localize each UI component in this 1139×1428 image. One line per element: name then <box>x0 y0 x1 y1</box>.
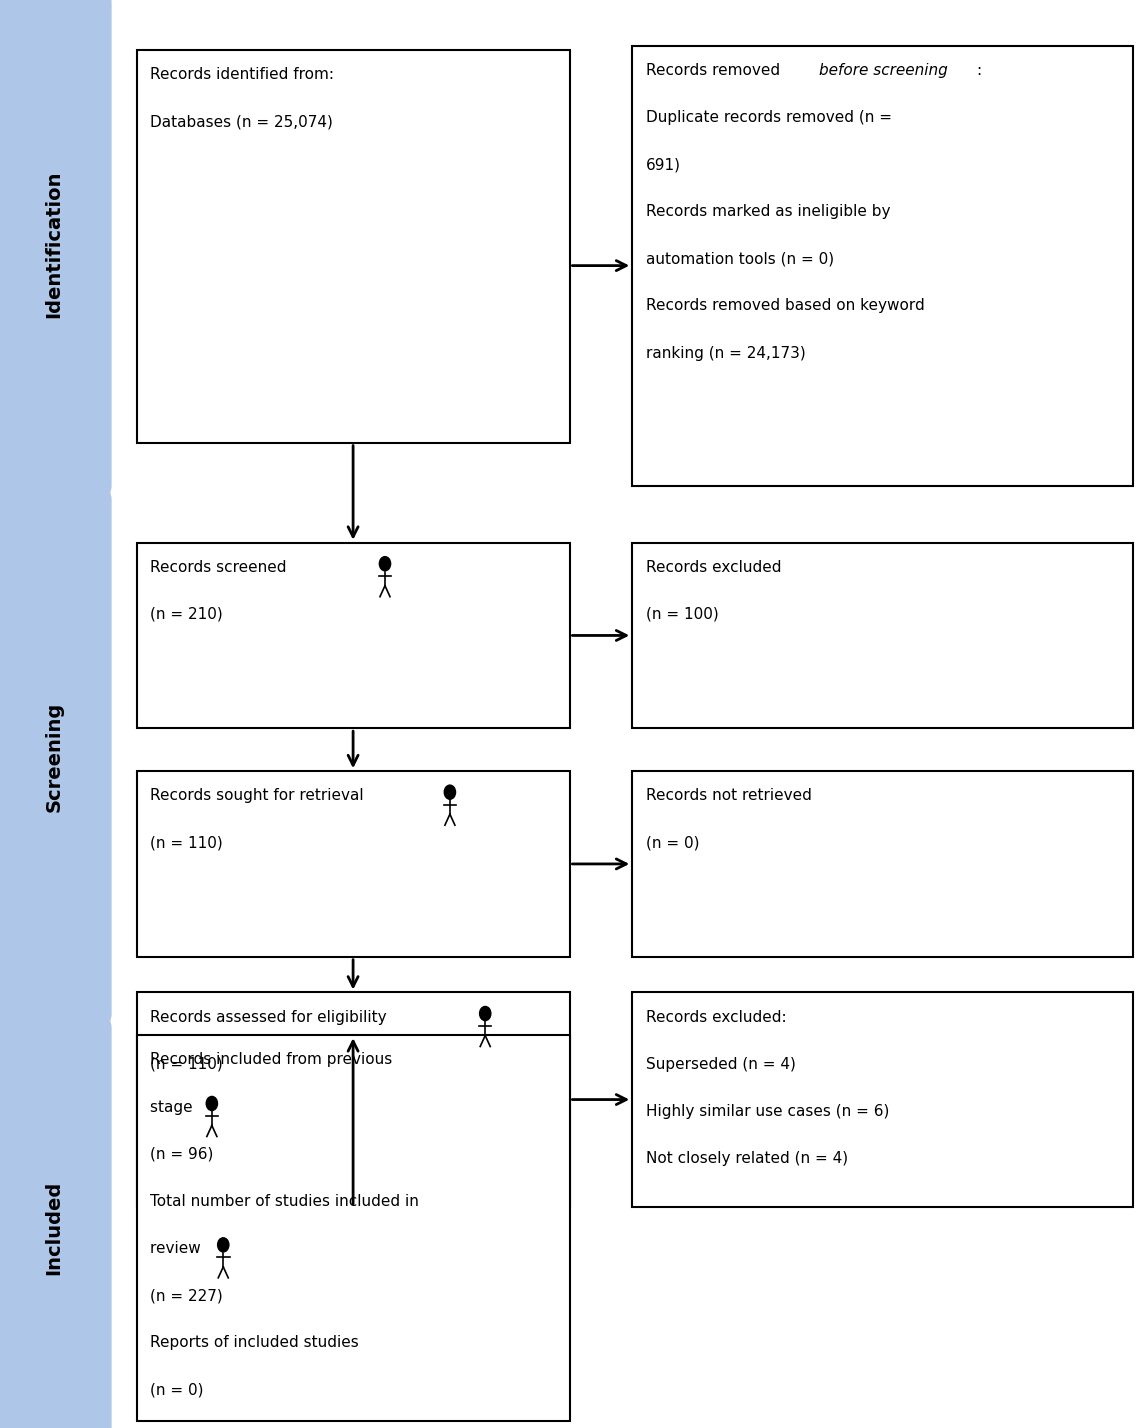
FancyBboxPatch shape <box>137 50 570 443</box>
FancyBboxPatch shape <box>632 992 1133 1207</box>
Text: Superseded (n = 4): Superseded (n = 4) <box>646 1057 796 1072</box>
FancyBboxPatch shape <box>632 543 1133 728</box>
FancyBboxPatch shape <box>137 1035 570 1421</box>
Text: (n = 110): (n = 110) <box>150 835 223 851</box>
Text: Records removed: Records removed <box>646 63 785 79</box>
Circle shape <box>444 785 456 800</box>
Text: Databases (n = 25,074): Databases (n = 25,074) <box>150 114 334 130</box>
Text: Records excluded:: Records excluded: <box>646 1010 786 1025</box>
Text: Records identified from:: Records identified from: <box>150 67 335 83</box>
Text: Reports of included studies: Reports of included studies <box>150 1335 359 1351</box>
Text: Records marked as ineligible by: Records marked as ineligible by <box>646 204 891 220</box>
Circle shape <box>206 1097 218 1111</box>
Text: (n = 210): (n = 210) <box>150 607 223 623</box>
Text: 691): 691) <box>646 157 681 173</box>
Text: Records not retrieved: Records not retrieved <box>646 788 812 804</box>
Circle shape <box>379 557 391 571</box>
Text: (n = 110): (n = 110) <box>150 1057 223 1072</box>
Text: Records assessed for eligibility: Records assessed for eligibility <box>150 1010 392 1025</box>
Text: review: review <box>150 1241 206 1257</box>
Text: (n = 100): (n = 100) <box>646 607 719 623</box>
Text: before screening: before screening <box>819 63 948 79</box>
Text: stage: stage <box>150 1100 198 1115</box>
Text: Records included from previous: Records included from previous <box>150 1052 393 1068</box>
Text: Records screened: Records screened <box>150 560 292 575</box>
FancyBboxPatch shape <box>632 46 1133 486</box>
Text: Highly similar use cases (n = 6): Highly similar use cases (n = 6) <box>646 1104 890 1120</box>
FancyBboxPatch shape <box>632 771 1133 957</box>
Text: Records excluded: Records excluded <box>646 560 781 575</box>
FancyBboxPatch shape <box>0 0 112 497</box>
FancyBboxPatch shape <box>137 771 570 957</box>
FancyBboxPatch shape <box>137 543 570 728</box>
Text: Identification: Identification <box>44 170 64 318</box>
FancyBboxPatch shape <box>0 488 112 1025</box>
Text: automation tools (n = 0): automation tools (n = 0) <box>646 251 834 267</box>
Text: (n = 0): (n = 0) <box>150 1382 204 1398</box>
Text: Records removed based on keyword: Records removed based on keyword <box>646 298 925 314</box>
Text: Not closely related (n = 4): Not closely related (n = 4) <box>646 1151 847 1167</box>
Text: :: : <box>976 63 981 79</box>
Text: Included: Included <box>44 1181 64 1275</box>
Text: Duplicate records removed (n =: Duplicate records removed (n = <box>646 110 892 126</box>
Circle shape <box>480 1007 491 1021</box>
Text: ranking (n = 24,173): ranking (n = 24,173) <box>646 346 805 361</box>
Text: Screening: Screening <box>44 701 64 813</box>
Circle shape <box>218 1238 229 1252</box>
FancyBboxPatch shape <box>137 992 570 1207</box>
Text: Total number of studies included in: Total number of studies included in <box>150 1194 419 1210</box>
Text: (n = 227): (n = 227) <box>150 1288 223 1304</box>
Text: (n = 96): (n = 96) <box>150 1147 214 1162</box>
FancyBboxPatch shape <box>0 1017 112 1428</box>
Text: (n = 0): (n = 0) <box>646 835 699 851</box>
Text: Records sought for retrieval: Records sought for retrieval <box>150 788 369 804</box>
